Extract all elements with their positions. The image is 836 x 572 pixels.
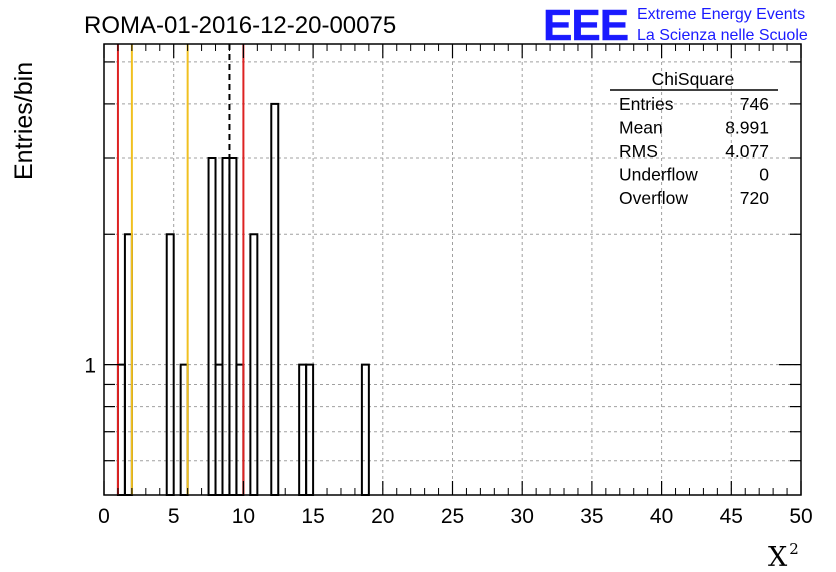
histogram-bin [207,157,217,496]
x-tick-label: 10 [232,505,255,528]
reference-lines [116,44,245,495]
stats-value: 720 [740,188,769,208]
histogram-bin [270,102,280,496]
y-axis-title: Entries/bin [10,62,38,180]
y-tick-label: 1 [84,355,96,378]
stats-value: 746 [740,94,769,114]
x-tick-label: 50 [789,505,812,528]
stats-label: Entries [619,94,674,114]
x-tick-label: 35 [580,505,603,528]
run-title: ROMA-01-2016-12-20-00075 [84,12,396,39]
logo-line-2: La Scienza nelle Scuole [637,27,808,44]
stats-box: ChiSquare Entries 746 Mean 8.991 RMS 4.077 Und… [610,69,778,208]
stats-label: Underflow [619,165,698,185]
stats-value: 4.077 [725,141,769,161]
x-tick-label: 20 [371,505,394,528]
stats-value: 0 [759,165,769,185]
x-tick-label: 30 [511,505,534,528]
eee-logo: EEE [543,1,628,50]
x-tick-label: 0 [98,505,110,528]
axis-ticks: 0 5 10 15 20 25 30 35 40 45 50 1 [84,44,813,528]
x-tick-label: 5 [168,505,180,528]
logo-line-1: Extreme Energy Events [637,6,805,23]
x-tick-label: 40 [650,505,673,528]
x-tick-label: 45 [720,505,743,528]
x-tick-label: 15 [301,505,324,528]
stats-value: 8.991 [725,118,769,138]
x-tick-label: 25 [441,505,464,528]
stats-title: ChiSquare [652,69,735,89]
stats-label: Mean [619,118,663,138]
stats-label: RMS [619,141,658,161]
stats-label: Overflow [619,188,688,208]
histogram-bin [228,157,238,496]
histogram-bin [221,157,231,496]
